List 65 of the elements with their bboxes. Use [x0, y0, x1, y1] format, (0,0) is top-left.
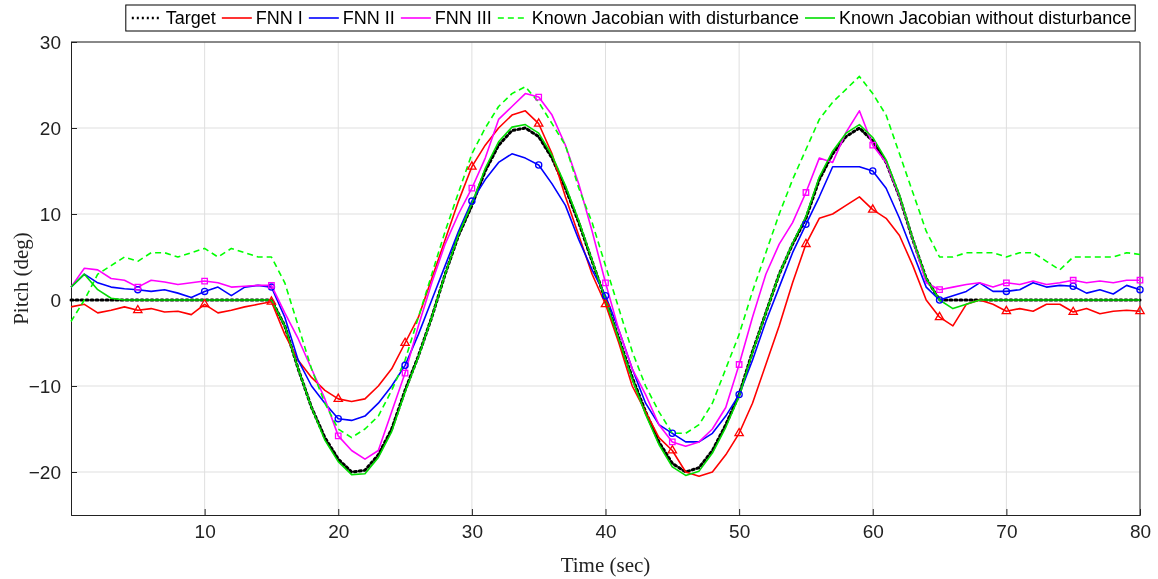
point [1135, 305, 1145, 315]
point [667, 445, 678, 454]
point [734, 427, 744, 437]
x-tick-label: 20 [328, 521, 350, 543]
point [200, 287, 209, 296]
y-tick-label: 30 [39, 31, 61, 53]
point [401, 369, 409, 377]
point [1002, 279, 1010, 287]
point [869, 167, 877, 175]
y-tick-label: −10 [28, 375, 61, 397]
point [602, 279, 609, 287]
point [1069, 276, 1077, 284]
y-tick-label: 20 [39, 117, 61, 139]
point [668, 429, 677, 438]
point [936, 286, 943, 294]
point [934, 311, 945, 321]
legend-label: Target [165, 8, 216, 28]
point [401, 361, 409, 370]
point [468, 197, 476, 205]
point [266, 296, 277, 305]
point [735, 361, 743, 368]
point [867, 204, 878, 213]
point [133, 304, 143, 314]
point [334, 432, 342, 440]
point [1002, 287, 1011, 296]
x-tick-label: 50 [729, 521, 751, 543]
point [534, 161, 543, 169]
point [802, 189, 810, 196]
point [468, 184, 476, 192]
point [735, 390, 743, 399]
y-axis-title: Pitch (deg) [9, 232, 33, 325]
point [1069, 282, 1077, 290]
legend-label: Known Jacobian without disturbance [839, 8, 1132, 28]
point [201, 277, 209, 285]
point [467, 161, 477, 170]
point [869, 141, 877, 149]
x-tick-label: 30 [461, 521, 483, 543]
point [935, 296, 944, 304]
point [600, 298, 611, 308]
y-tick-label: 0 [50, 289, 61, 311]
point [801, 238, 811, 248]
legend-label: FNN III [434, 8, 492, 28]
x-tick-label: 70 [996, 521, 1018, 543]
x-tick-label: 60 [862, 521, 884, 543]
point [333, 393, 344, 402]
point [535, 93, 543, 101]
point [1068, 306, 1078, 316]
y-tick-label: 10 [39, 203, 61, 225]
point [533, 118, 544, 127]
point [199, 298, 210, 308]
y-tick-label: −20 [28, 461, 61, 483]
point [1001, 305, 1012, 315]
legend-label: FNN I [255, 8, 303, 28]
point [601, 291, 610, 300]
x-tick-label: 40 [595, 521, 617, 543]
point [802, 220, 810, 229]
x-axis-title: Time (sec) [560, 553, 651, 577]
legend-label: FNN II [342, 8, 395, 28]
legend-label: Known Jacobian with disturbance [531, 8, 800, 28]
x-tick-label: 80 [1129, 521, 1152, 543]
x-tick-label: 10 [194, 521, 216, 543]
point [1136, 276, 1144, 284]
point [334, 414, 342, 423]
point [400, 337, 410, 347]
point [668, 438, 676, 446]
